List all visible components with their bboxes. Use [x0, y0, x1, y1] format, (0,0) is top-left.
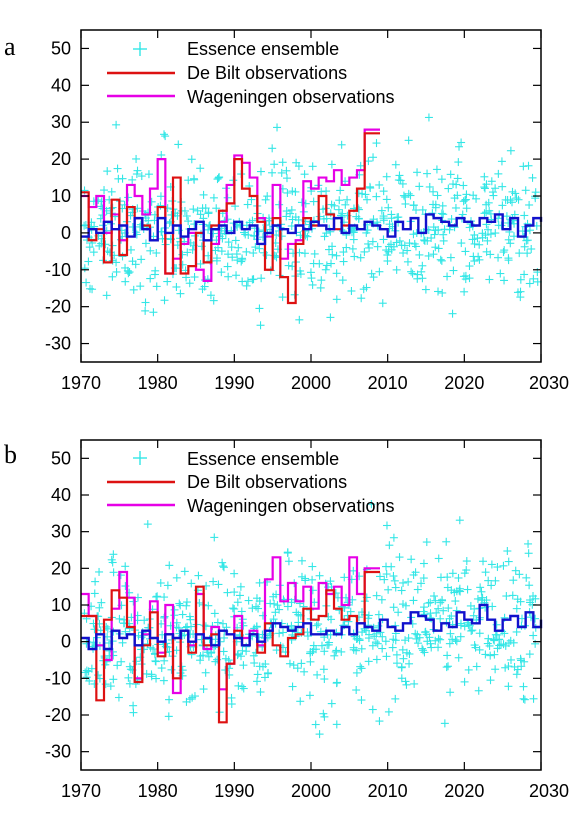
panel-b-series-lines	[81, 556, 543, 724]
y-tick-label: 10	[51, 595, 71, 615]
x-tick-label: 2030	[529, 781, 569, 801]
legend-de-bilt-label: De Bilt observations	[187, 472, 347, 492]
legend-ensemble-label: Essence ensemble	[187, 449, 339, 469]
y-tick-label: 0	[61, 632, 71, 652]
ensemble-mean-step-line	[81, 213, 543, 246]
y-tick-label: 10	[51, 186, 71, 206]
x-tick-label: 1980	[138, 781, 178, 801]
de-bilt-step-line	[81, 132, 380, 305]
panel-b-legend: Essence ensemble De Bilt observations Wa…	[107, 449, 394, 516]
x-tick-label: 1990	[214, 781, 254, 801]
y-tick-label: -20	[45, 297, 71, 317]
x-tick-label: 2010	[368, 373, 408, 393]
x-tick-label: 2020	[444, 781, 484, 801]
y-tick-label: 30	[51, 522, 71, 542]
y-tick-label: 20	[51, 558, 71, 578]
wageningen-step-line	[81, 128, 380, 282]
y-tick-label: 20	[51, 149, 71, 169]
wageningen-step-line	[81, 556, 380, 695]
y-tick-label: 0	[61, 223, 71, 243]
y-tick-label: -20	[45, 705, 71, 725]
y-tick-label: -10	[45, 668, 71, 688]
legend-ensemble-label: Essence ensemble	[187, 39, 339, 59]
y-tick-label: 50	[51, 448, 71, 468]
panel-a-series-lines	[81, 128, 543, 305]
y-tick-label: 40	[51, 485, 71, 505]
y-tick-label: -30	[45, 334, 71, 354]
x-tick-label: 1980	[138, 373, 178, 393]
panel-letter-a: a	[4, 32, 16, 61]
legend-de-bilt-label: De Bilt observations	[187, 63, 347, 83]
x-tick-label: 2000	[291, 781, 331, 801]
legend-ensemble-swatch	[133, 451, 147, 465]
legend-wageningen-label: Wageningen observations	[187, 496, 394, 516]
x-tick-label: 2030	[529, 373, 569, 393]
y-tick-label: 50	[51, 38, 71, 58]
x-tick-label: 2020	[444, 373, 484, 393]
y-tick-label: 30	[51, 112, 71, 132]
x-tick-label: 2010	[368, 781, 408, 801]
de-bilt-step-line	[81, 570, 380, 724]
ensemble-mean-step-line	[81, 603, 543, 651]
x-tick-label: 1970	[61, 373, 101, 393]
legend-ensemble-swatch	[133, 42, 147, 56]
x-tick-label: 1970	[61, 781, 101, 801]
legend-wageningen-label: Wageningen observations	[187, 87, 394, 107]
x-tick-label: 1990	[214, 373, 254, 393]
y-tick-label: -30	[45, 742, 71, 762]
panel-a-legend: Essence ensemble De Bilt observations Wa…	[107, 39, 394, 107]
y-tick-label: 40	[51, 75, 71, 95]
panel-letter-b: b	[4, 440, 17, 469]
x-tick-label: 2000	[291, 373, 331, 393]
y-tick-label: -10	[45, 260, 71, 280]
